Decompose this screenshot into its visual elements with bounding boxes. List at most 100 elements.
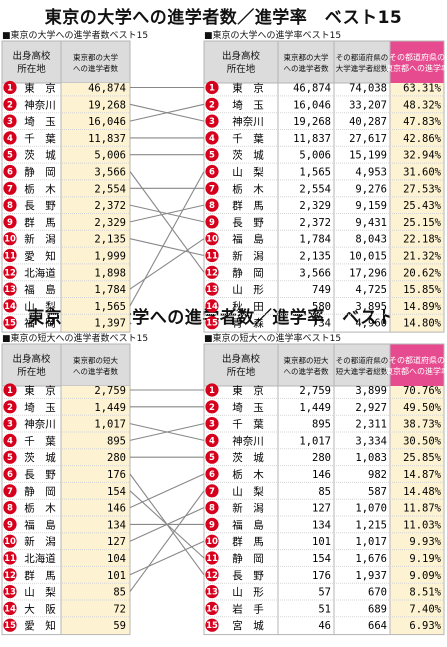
prefecture-name: 宮 城 [232, 619, 264, 632]
total-count: 9,276 [355, 183, 387, 195]
student-count: 72 [113, 603, 126, 615]
rank-badge [205, 248, 219, 263]
rank-number: 4 [7, 436, 13, 446]
right-row: 8 群 馬 2,329 9,159 25.43% [204, 196, 444, 212]
rank-number: 9 [7, 218, 13, 228]
rank-number: 3 [209, 117, 215, 127]
prefecture-name: 福 島 [24, 283, 56, 296]
rank-badge [3, 501, 17, 515]
total-count: 2,311 [355, 419, 387, 431]
right-row: 2 埼 玉 1,449 2,927 49.50% [204, 397, 444, 414]
student-count: 85 [318, 486, 331, 498]
student-count: 146 [312, 469, 331, 481]
right-table-border [203, 40, 445, 333]
rank-number: 1 [7, 84, 13, 94]
student-count: 2,372 [94, 200, 126, 212]
student-count: 19,268 [88, 99, 126, 111]
rank-badge [3, 551, 17, 565]
total-count: 689 [368, 603, 387, 615]
rank-badge [205, 282, 219, 296]
rank-connector-line [129, 490, 205, 592]
student-count: 2,554 [94, 183, 126, 195]
rank-badge [3, 534, 17, 548]
prefecture-name: 長 野 [232, 217, 264, 229]
rank-number: 5 [7, 151, 13, 161]
right-header-col-3: その都道府県の大学進学者総数 [336, 52, 389, 73]
prefecture-name: 福 島 [232, 233, 264, 246]
student-count: 1,898 [94, 267, 126, 279]
left-header-value: 東京都の大学への進学者数 [73, 52, 118, 73]
rank-number: 15 [206, 319, 218, 329]
total-count: 3,895 [355, 301, 387, 313]
left-table-border [1, 40, 131, 333]
right-header-col-4: その都道府県の東京都への進学率 [385, 355, 447, 376]
prefecture-name: 静 岡 [24, 485, 56, 498]
prefecture-name: 埼 玉 [24, 401, 56, 414]
advancement-rate: 48.32% [403, 99, 442, 111]
left-row: 14 大 阪 72 [2, 599, 130, 615]
section-2-connectors [129, 389, 205, 592]
student-count: 1,449 [299, 402, 331, 414]
rank-number: 12 [4, 571, 16, 581]
rank-number: 3 [7, 420, 13, 430]
student-count: 2,759 [94, 385, 126, 397]
total-count: 4,953 [355, 167, 387, 179]
rank-connector-line [129, 473, 205, 509]
prefecture-name: 埼 玉 [232, 98, 264, 111]
student-count: 176 [107, 469, 126, 481]
rank-number: 9 [209, 520, 215, 530]
section-2-right-table: 出身高校所在地 東京都の短大への進学者数その都道府県の短大進学者総数その都道府県の… [203, 343, 447, 636]
right-rate-column-bg [390, 83, 444, 333]
student-count: 134 [107, 519, 126, 531]
rank-number: 2 [209, 100, 215, 110]
rank-number: 2 [7, 403, 13, 413]
rank-number: 7 [7, 487, 13, 497]
right-row: 11 静 岡 154 1,676 9.19% [204, 549, 444, 565]
rank-badge [205, 433, 219, 447]
rank-badge [3, 164, 17, 179]
rank-badge [3, 400, 17, 414]
prefecture-name: 千 葉 [24, 132, 56, 145]
right-row: 1 東 京 2,759 3,899 70.76% [205, 383, 442, 397]
advancement-rate: 25.85% [403, 452, 442, 464]
rank-badge [205, 551, 219, 565]
rank-badge [205, 148, 219, 162]
left-row: 9 福 島 134 [2, 515, 130, 532]
student-count: 1,999 [94, 251, 126, 263]
right-rate-column-bg [390, 386, 444, 635]
rank-badge [205, 299, 219, 313]
total-count: 664 [368, 620, 387, 632]
rank-badge [3, 517, 17, 532]
rank-badge [3, 265, 17, 279]
rank-badge [3, 114, 17, 128]
right-row: 7 栃 木 2,554 9,276 27.53% [204, 179, 444, 195]
student-count: 59 [113, 620, 126, 632]
left-row: 11 愛 知 1,999 [2, 246, 130, 263]
right-header-col-1: 出身高校所在地 [222, 50, 261, 75]
rank-badge [3, 417, 17, 431]
prefecture-name: 茨 城 [24, 451, 56, 464]
student-count: 280 [107, 452, 126, 464]
rank-badge [3, 618, 17, 632]
rank-badge [3, 248, 17, 263]
left-row: 7 静 岡 154 [2, 481, 130, 498]
rank-connector-line [129, 103, 205, 122]
rank-number: 9 [7, 520, 13, 530]
student-count: 154 [312, 553, 331, 565]
rank-number: 5 [7, 453, 13, 463]
rank-number: 13 [206, 285, 218, 295]
student-count: 1,784 [94, 284, 126, 296]
left-header-bg [1, 40, 131, 84]
advancement-rate: 9.93% [409, 536, 441, 548]
total-count: 587 [368, 486, 387, 498]
section-1-connectors [129, 86, 205, 307]
advancement-rate: 42.86% [403, 133, 442, 145]
left-row: 2 埼 玉 1,449 [2, 397, 130, 414]
student-count: 3,566 [299, 267, 331, 279]
rank-number: 9 [209, 218, 215, 228]
rank-number: 11 [4, 252, 16, 262]
rank-connector-line [129, 171, 205, 273]
student-count: 580 [312, 301, 331, 313]
rank-badge [3, 148, 17, 162]
rank-number: 8 [7, 201, 13, 211]
